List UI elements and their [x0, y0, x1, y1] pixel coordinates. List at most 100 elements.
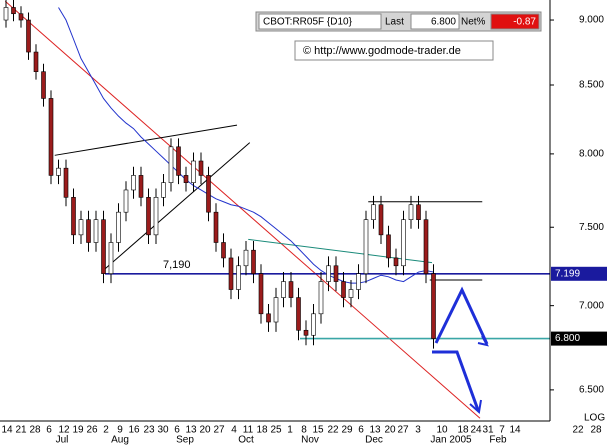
candle-body — [93, 219, 99, 243]
candle-body — [101, 219, 106, 274]
x-day-label: 10 — [436, 425, 448, 436]
x-day-label: 27 — [397, 425, 409, 436]
x-day-label: 16 — [128, 425, 140, 436]
candle-body — [116, 211, 121, 243]
copyright: © http://www.godmode-trader.de — [303, 45, 461, 57]
candle-body — [146, 197, 151, 236]
x-day-label: 11 — [243, 425, 254, 436]
candle-body — [56, 167, 61, 176]
candle-body — [78, 219, 84, 236]
candle-body — [206, 175, 211, 213]
x-day-label: 6 — [358, 425, 364, 436]
price-marker — [551, 331, 607, 346]
x-day-label: 8 — [301, 425, 307, 436]
x-month-label: Jan 2005 — [430, 435, 472, 446]
x-month-label: Dec — [365, 435, 383, 446]
x-day-label: 2 — [103, 425, 109, 436]
candle-body — [318, 281, 324, 315]
trendline — [54, 124, 238, 156]
candle-body — [333, 265, 339, 282]
candle-body — [378, 204, 384, 236]
candle-body — [251, 249, 256, 274]
x-day-label: 15 — [312, 425, 324, 436]
candle-body — [341, 281, 346, 298]
y-tick-label: 8.500 — [579, 80, 604, 91]
candle-body — [11, 7, 16, 15]
candle-body — [236, 265, 241, 290]
candle-body — [3, 7, 9, 21]
candle-body — [198, 160, 204, 176]
candle-body — [138, 175, 144, 198]
candle-body — [123, 189, 129, 213]
candle-body — [183, 175, 189, 183]
x-day-label: 25 — [270, 425, 282, 436]
x-day-label: 23 — [143, 425, 155, 436]
x-month-label: Nov — [301, 435, 319, 446]
candle-body — [356, 273, 361, 290]
x-day-label: 27 — [213, 425, 225, 436]
x-month-label: Feb — [489, 435, 507, 446]
candle-body — [386, 234, 391, 259]
moving-average — [58, 7, 434, 284]
candle-body — [221, 242, 226, 259]
x-day-label: 28 — [590, 425, 602, 436]
net-value: -0.87 — [513, 17, 536, 28]
candle-body — [33, 51, 39, 72]
x-day-label: 6 — [174, 425, 180, 436]
candle-body — [168, 146, 174, 183]
symbol: CBOT:RR05F {D10} — [263, 17, 353, 28]
trendline — [104, 142, 251, 270]
candle-body — [176, 146, 181, 176]
candle-body — [288, 281, 294, 298]
candle-body — [153, 197, 159, 236]
net-box — [490, 13, 540, 30]
x-day-label: 18 — [256, 425, 268, 436]
candle-body — [416, 204, 421, 220]
price-marker-label: 6.800 — [555, 333, 580, 344]
y-tick-label: 7.000 — [579, 300, 604, 311]
x-day-label: 20 — [384, 425, 396, 436]
x-day-label: 14 — [509, 425, 521, 436]
x-day-label: 31 — [482, 425, 494, 436]
x-day-label: 24 — [470, 425, 482, 436]
x-day-label: 22 — [327, 425, 339, 436]
x-day-label: 30 — [157, 425, 169, 436]
x-month-label: Sep — [176, 435, 194, 446]
candle-body — [258, 273, 264, 315]
scale-label: LOG — [584, 413, 605, 424]
copyright-box — [294, 40, 494, 61]
candle-body — [228, 257, 234, 290]
y-tick-label: 9.000 — [579, 15, 604, 26]
candle-body — [26, 19, 31, 53]
candle-body — [108, 242, 114, 274]
candle-body — [393, 257, 399, 267]
plot-area — [3, 0, 550, 419]
x-day-label: 13 — [185, 425, 197, 436]
annotation: 7,190 — [163, 259, 191, 271]
x-day-label: 20 — [199, 425, 211, 436]
candle-body — [161, 182, 166, 198]
x-day-label: 9 — [117, 425, 123, 436]
x-day-label: 13 — [369, 425, 381, 436]
x-day-label: 6 — [46, 425, 52, 436]
candle-body — [431, 273, 436, 339]
candle-body — [191, 160, 196, 183]
candle-body — [63, 167, 69, 198]
candle-body — [243, 249, 249, 267]
x-day-label: 19 — [72, 425, 84, 436]
x-day-label: 28 — [29, 425, 41, 436]
candle-body — [266, 313, 271, 323]
x-month-label: Oct — [238, 435, 254, 446]
x-day-label: 4 — [231, 425, 237, 436]
candle-body — [423, 219, 429, 274]
x-day-label: 21 — [15, 425, 27, 436]
x-day-label: 12 — [58, 425, 70, 436]
candle-body — [41, 71, 46, 99]
y-tick-label: 8.000 — [579, 149, 604, 160]
last-label: Last — [385, 17, 404, 28]
candle-body — [408, 204, 414, 220]
x-day-label: 22 — [572, 425, 584, 436]
x-day-label: 29 — [341, 425, 353, 436]
